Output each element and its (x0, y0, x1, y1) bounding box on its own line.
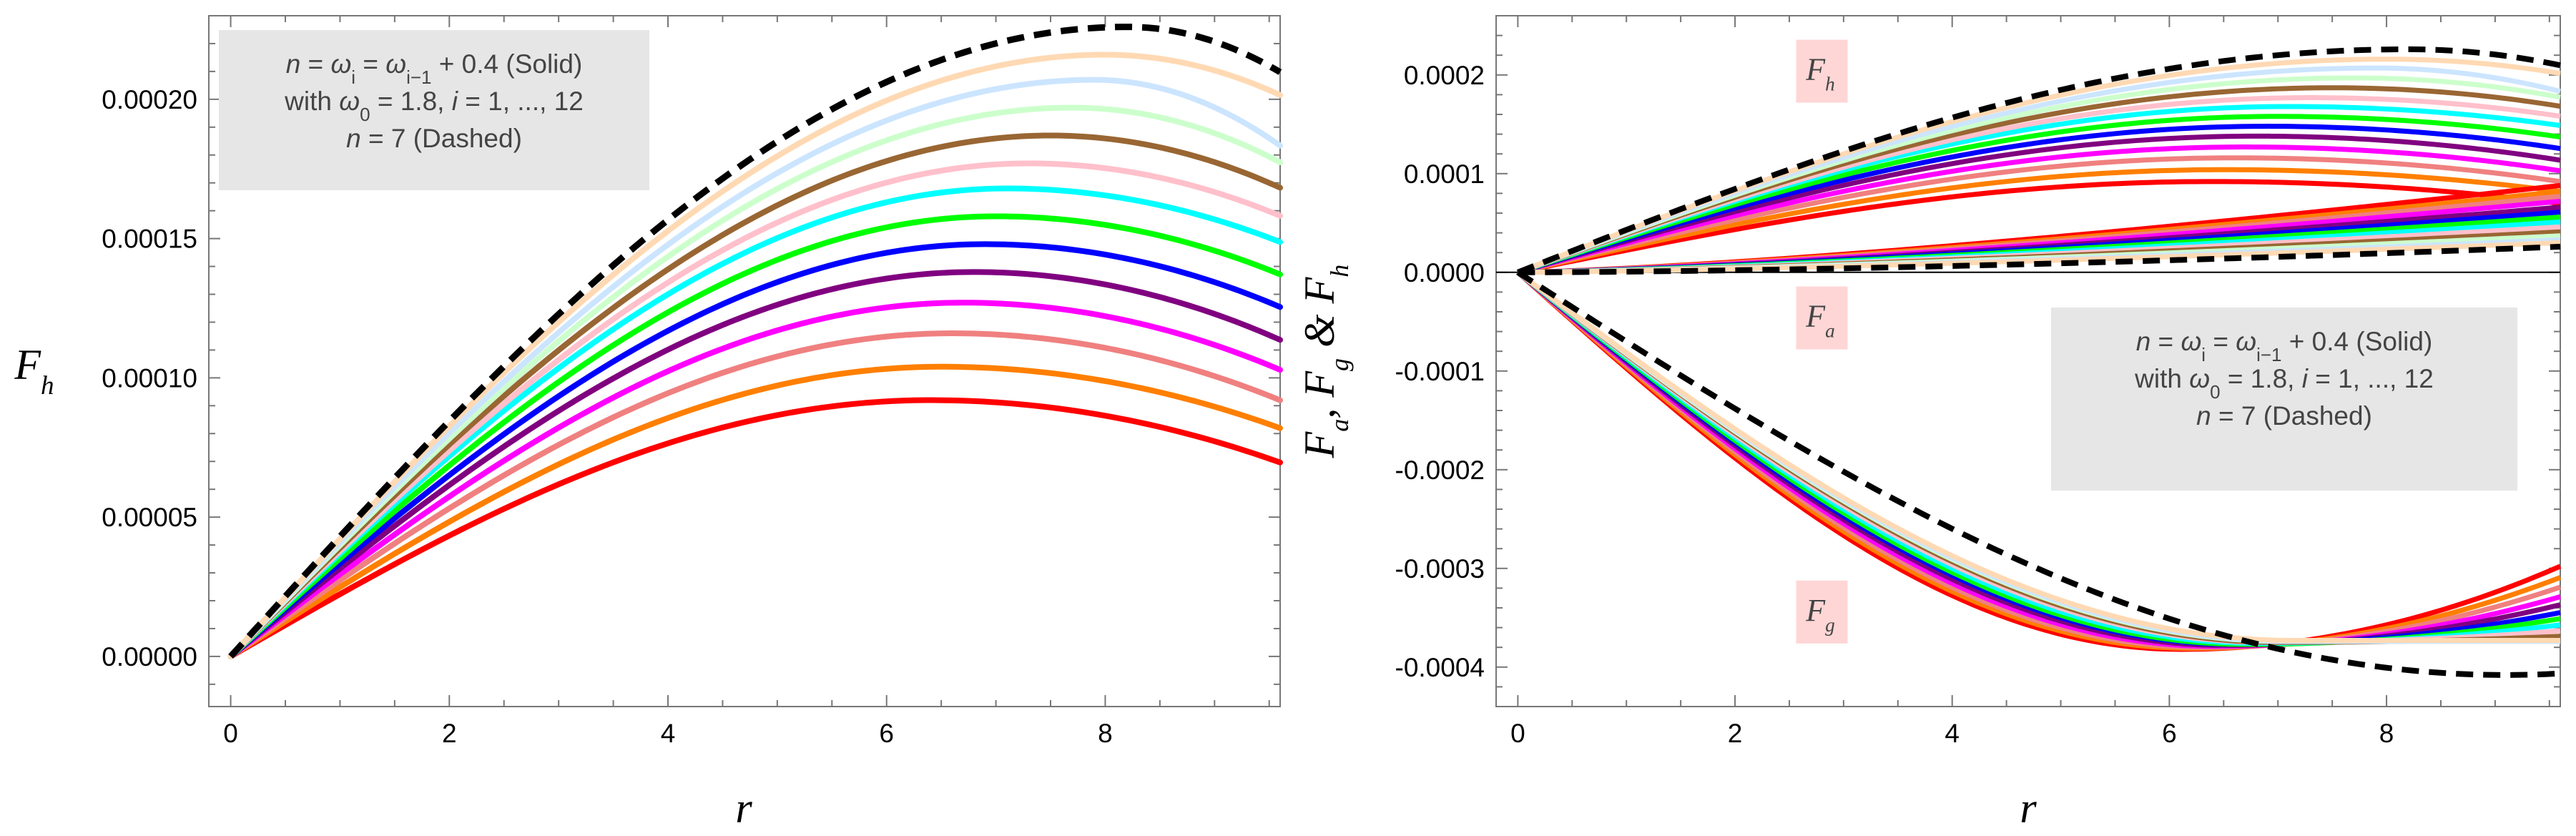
left-series-7 (227, 213, 1283, 659)
left-series-dashed (228, 24, 1282, 659)
left-y-axis-title: Fh (14, 341, 54, 400)
right-legend-box (2051, 308, 2517, 491)
left-series-2 (227, 363, 1283, 659)
right-y-tick-label: 0.0001 (1404, 159, 1485, 189)
left-legend-line-3: n = 7 (Dashed) (346, 124, 522, 153)
right-fh-series-2 (1517, 167, 2561, 275)
right-y-axis-title: Fa, Fg & Fh (1296, 265, 1354, 459)
right-fh-series-5 (1517, 133, 2561, 275)
right-x-tick-label: 6 (2162, 719, 2177, 748)
right-x-axis-title: r (2020, 785, 2037, 832)
right-fh-series-6 (1517, 124, 2561, 275)
left-legend-line-2: with ω0 = 1.8, i = 1, ..., 12 (284, 87, 584, 125)
left-legend-line-1: n = ωi = ωi−1 + 0.4 (Solid) (286, 49, 583, 88)
left-legend-box (219, 30, 649, 190)
right-fh-dashed (1516, 46, 2561, 275)
left-series-11 (227, 104, 1283, 659)
right-annotation-fh: Fh (1805, 52, 1835, 95)
right-fh-series-1 (1517, 179, 2561, 275)
left-x-axis-title: r (735, 785, 752, 832)
right-y-tick-label: -0.0003 (1395, 554, 1485, 584)
left-series-6 (227, 241, 1283, 659)
left-x-tick-label: 8 (1098, 719, 1113, 748)
right-y-tick-label: -0.0001 (1395, 357, 1485, 386)
left-series-9 (227, 160, 1283, 659)
right-fg-dashed (1516, 270, 2561, 678)
right-x-tick-label: 4 (1945, 719, 1960, 748)
right-annotation-box-h (1796, 39, 1848, 103)
left-chart: 0 2 4 6 8 0.00000 0.00005 0.00010 0.00015 0.00020… (14, 15, 1283, 832)
left-series-1 (227, 397, 1283, 659)
left-x-tick-label: 6 (879, 719, 894, 748)
right-legend-line-1: n = ωi = ωi−1 + 0.4 (Solid) (2136, 327, 2433, 365)
right-annotation-fa: Fa (1805, 299, 1835, 342)
right-fh-series-4 (1517, 144, 2561, 275)
left-x-tick-label: 0 (223, 719, 238, 748)
right-x-tick-label: 2 (1728, 719, 1743, 748)
right-y-tick-label: -0.0002 (1395, 456, 1485, 485)
left-series-3 (227, 330, 1283, 659)
right-y-tick-label: 0.0002 (1404, 61, 1485, 90)
right-plot-frame (1495, 15, 2561, 707)
right-fh-series-3 (1517, 155, 2561, 275)
left-y-tick-label: 0.00000 (102, 642, 197, 672)
left-y-tick-label: 0.00005 (102, 503, 197, 532)
right-x-tick-label: 8 (2379, 719, 2394, 748)
left-y-tick-label: 0.00020 (102, 85, 197, 114)
left-series-4 (227, 300, 1283, 659)
left-x-tick-label: 4 (661, 719, 676, 748)
right-fh-series-7 (1517, 114, 2561, 275)
right-y-tick-label: -0.0004 (1395, 653, 1485, 682)
left-series-8 (227, 185, 1283, 659)
left-y-tick-label: 0.00010 (102, 363, 197, 393)
right-x-tick-label: 0 (1510, 719, 1525, 748)
right-fh-series-13 (1517, 56, 2561, 275)
left-x-tick-label: 2 (442, 719, 457, 748)
right-fa-dashed (1518, 243, 2561, 275)
left-plot-frame (208, 15, 1281, 707)
right-y-tick-label: 0.0000 (1404, 258, 1485, 287)
right-chart: 0 2 4 6 8 0.0002 0.0001 0.0000 -0.0001 -0.0002 -0.… (1296, 15, 2562, 832)
right-legend-line-2: with ω0 = 1.8, i = 1, ..., 12 (2134, 364, 2434, 403)
right-legend-line-3: n = 7 (Dashed) (2196, 401, 2372, 431)
right-fg-series-13 (1516, 270, 2560, 644)
right-annotation-fg: Fg (1805, 593, 1835, 636)
left-series-5 (227, 269, 1283, 659)
left-series-10 (227, 132, 1283, 659)
left-y-tick-label: 0.00015 (102, 225, 197, 254)
right-annotation-box-a (1796, 286, 1848, 350)
left-series-12 (227, 77, 1283, 659)
right-annotation-box-g (1796, 580, 1848, 644)
